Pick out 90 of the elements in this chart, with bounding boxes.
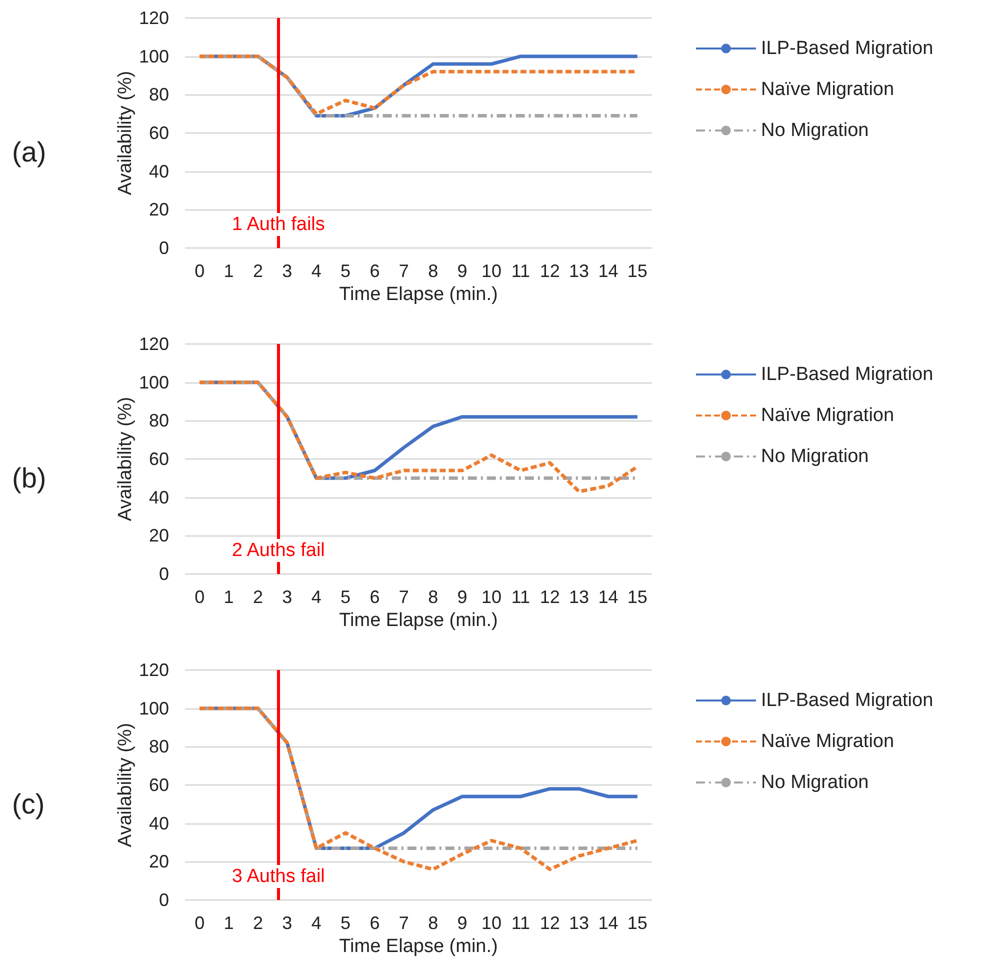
- x-tick-label: 4: [311, 261, 322, 281]
- x-tick-label: 1: [224, 261, 234, 281]
- x-tick-label: 6: [370, 587, 380, 607]
- x-tick-label: 12: [540, 587, 560, 607]
- x-axis-title: Time Elapse (min.): [339, 284, 498, 305]
- ref-line-label: 2 Auths fail: [232, 540, 325, 561]
- y-tick-label: 40: [148, 161, 169, 182]
- x-tick-label: 5: [340, 261, 351, 281]
- legend-label: ILP-Based Migration: [761, 690, 934, 711]
- x-tick-label: 10: [481, 261, 502, 281]
- x-tick-label: 8: [428, 587, 438, 607]
- x-tick-label: 0: [194, 261, 205, 281]
- x-tick-label: 2: [252, 587, 263, 607]
- y-tick-label: 20: [148, 200, 169, 220]
- ref-line-label: 1 Auth fails: [232, 214, 325, 235]
- x-tick-label: 12: [540, 261, 560, 281]
- x-tick-label: 14: [598, 261, 618, 281]
- x-tick-label: 11: [511, 587, 530, 607]
- y-tick-label: 20: [148, 852, 169, 872]
- x-tick-label: 2: [252, 261, 263, 281]
- x-tick-label: 14: [598, 587, 618, 607]
- x-tick-label: 12: [540, 913, 560, 933]
- y-axis-title: Availability (%): [115, 70, 136, 196]
- x-tick-label: 3: [282, 587, 292, 607]
- x-tick-label: 1: [224, 587, 234, 607]
- y-tick-label: 100: [138, 698, 169, 718]
- x-tick-label: 8: [428, 261, 438, 281]
- x-tick-label: 3: [282, 913, 292, 933]
- x-axis-title: Time Elapse (min.): [339, 936, 498, 957]
- y-tick-label: 60: [148, 123, 169, 143]
- x-tick-label: 6: [370, 913, 380, 933]
- y-tick-label: 0: [158, 890, 169, 910]
- ref-line-label: 3 Auths fail: [232, 866, 325, 887]
- y-tick-label: 120: [138, 8, 169, 28]
- legend-label: Naïve Migration: [761, 731, 894, 752]
- y-tick-label: 60: [148, 775, 169, 795]
- text: (c): [12, 788, 45, 820]
- y-axis-title: Availability (%): [115, 722, 136, 848]
- y-tick-label: 80: [148, 84, 169, 105]
- y-tick-label: 80: [148, 736, 169, 757]
- x-tick-label: 9: [457, 913, 468, 933]
- legend-label: ILP-Based Migration: [761, 38, 934, 59]
- x-tick-label: 7: [398, 261, 409, 281]
- x-tick-label: 10: [481, 587, 502, 607]
- y-axis-title: Availability (%): [115, 396, 136, 522]
- legend-label: ILP-Based Migration: [761, 364, 934, 385]
- x-axis-title: Time Elapse (min.): [339, 610, 498, 631]
- x-tick-label: 2: [252, 913, 263, 933]
- y-tick-label: 100: [138, 372, 169, 392]
- x-tick-label: 0: [194, 587, 205, 607]
- x-tick-label: 13: [569, 261, 590, 281]
- y-tick-label: 20: [148, 526, 169, 546]
- legend-label: No Migration: [761, 772, 869, 793]
- y-tick-label: 120: [138, 660, 169, 680]
- y-tick-label: 0: [158, 238, 169, 258]
- x-tick-label: 8: [428, 913, 438, 933]
- x-tick-label: 9: [457, 261, 468, 281]
- x-tick-label: 0: [194, 913, 205, 933]
- x-tick-label: 5: [340, 913, 351, 933]
- y-tick-label: 120: [138, 334, 169, 354]
- y-tick-label: 80: [148, 410, 169, 431]
- y-tick-label: 60: [148, 449, 169, 469]
- x-tick-label: 6: [370, 261, 380, 281]
- x-tick-label: 15: [627, 587, 648, 607]
- x-tick-label: 4: [311, 587, 322, 607]
- x-tick-label: 7: [398, 587, 409, 607]
- legend-label: No Migration: [761, 120, 869, 141]
- x-tick-label: 11: [511, 913, 530, 933]
- x-tick-label: 5: [340, 587, 351, 607]
- x-tick-label: 4: [311, 913, 322, 933]
- x-tick-label: 9: [457, 587, 468, 607]
- legend-label: Naïve Migration: [761, 405, 894, 426]
- y-tick-label: 40: [148, 813, 169, 834]
- x-tick-label: 3: [282, 261, 292, 281]
- x-tick-label: 15: [627, 913, 648, 933]
- x-tick-label: 15: [627, 261, 648, 281]
- y-tick-label: 0: [158, 564, 169, 584]
- x-tick-label: 13: [569, 587, 590, 607]
- x-tick-label: 14: [598, 913, 618, 933]
- x-tick-label: 11: [511, 261, 530, 281]
- y-tick-label: 100: [138, 46, 169, 66]
- x-tick-label: 10: [481, 913, 502, 933]
- text: (b): [12, 462, 46, 494]
- legend-label: Naïve Migration: [761, 79, 894, 100]
- y-tick-label: 40: [148, 487, 169, 508]
- x-tick-label: 7: [398, 913, 409, 933]
- legend-label: No Migration: [761, 446, 869, 467]
- text: (a): [12, 136, 46, 168]
- x-tick-label: 1: [224, 913, 234, 933]
- x-tick-label: 13: [569, 913, 590, 933]
